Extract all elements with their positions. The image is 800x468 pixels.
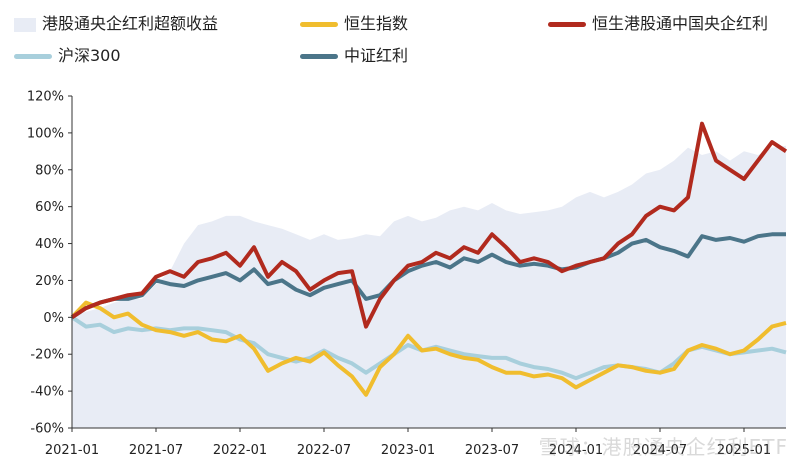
legend-label: 恒生港股通中国央企红利 [592,14,769,33]
series-line-2 [70,121,788,329]
legend-item: 沪深300 [14,42,121,66]
y-tick-label: 60% [35,200,64,215]
line-layer [70,121,788,397]
legend-label: 恒生指数 [344,14,409,33]
y-tick-label: 0% [43,311,64,326]
legend-label: 中证红利 [344,46,409,65]
axis-layer: 120% 100% 80% 60% 40% 20% 0% -20% -40% -60% 2021-0… [27,90,786,458]
y-tick-label: 20% [35,274,64,289]
legend-swatch [300,54,338,59]
y-tick-label: 120% [27,90,64,105]
legend-swatch [14,17,36,32]
legend-label: 沪深300 [58,46,121,65]
x-tick-label: 2025-01 [717,443,771,458]
y-tick-label: -40% [30,385,64,400]
area-layer [72,145,786,429]
x-tick-label: 2023-07 [465,443,519,458]
watermark: 雪球：港股通央企红利ETF [538,435,788,459]
legend-item: 中证红利 [300,42,408,66]
x-tick-label: 2021-01 [45,443,99,458]
y-tick-label: -20% [30,348,64,363]
series-line-4 [70,232,786,319]
y-tick-label: 40% [35,237,64,252]
legend-swatch [14,54,52,59]
series-area-excess-return [72,145,786,429]
x-tick-label: 2022-07 [297,443,351,458]
x-tick-label: 2021-07 [129,443,183,458]
y-tick-label: 100% [27,126,64,141]
legend-swatch [548,22,586,27]
x-tick-label: 2024-01 [549,443,603,458]
x-tick-label: 2023-01 [381,443,435,458]
legend-label: 港股通央企红利超额收益 [42,14,219,33]
x-tick-label: 2024-07 [633,443,687,458]
legend-item: 恒生指数 [300,10,408,34]
legend-item: 恒生港股通中国央企红利 [548,10,768,34]
legend-item: 港股通央企红利超额收益 [14,10,218,34]
x-tick-label: 2022-01 [213,443,267,458]
y-tick-label: -60% [30,422,64,437]
y-tick-label: 80% [35,163,64,178]
legend-swatch [300,22,338,27]
series-line-1 [70,300,787,397]
